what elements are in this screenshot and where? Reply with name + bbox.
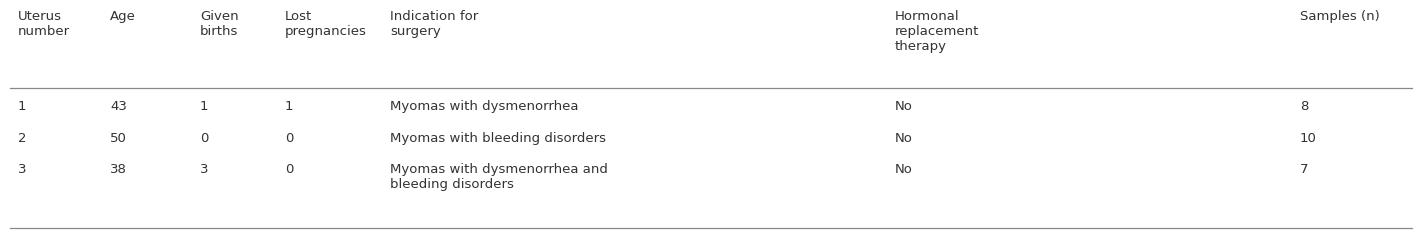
Text: Age: Age [109, 10, 137, 23]
Text: No: No [894, 132, 913, 145]
Text: Myomas with dysmenorrhea: Myomas with dysmenorrhea [390, 100, 579, 113]
Text: 8: 8 [1300, 100, 1308, 113]
Text: Samples (n): Samples (n) [1300, 10, 1379, 23]
Text: 0: 0 [201, 132, 209, 145]
Text: Myomas with dysmenorrhea and
bleeding disorders: Myomas with dysmenorrhea and bleeding di… [390, 163, 607, 191]
Text: 38: 38 [109, 163, 127, 176]
Text: 2: 2 [18, 132, 27, 145]
Text: Uterus
number: Uterus number [18, 10, 70, 38]
Text: 1: 1 [284, 100, 293, 113]
Text: No: No [894, 100, 913, 113]
Text: 1: 1 [18, 100, 27, 113]
Text: Hormonal
replacement
therapy: Hormonal replacement therapy [894, 10, 980, 53]
Text: 0: 0 [284, 163, 293, 176]
Text: Given
births: Given births [201, 10, 239, 38]
Text: 10: 10 [1300, 132, 1317, 145]
Text: 3: 3 [201, 163, 209, 176]
Text: No: No [894, 163, 913, 176]
Text: 7: 7 [1300, 163, 1308, 176]
Text: 50: 50 [109, 132, 127, 145]
Text: 0: 0 [284, 132, 293, 145]
Text: 43: 43 [109, 100, 127, 113]
Text: Lost
pregnancies: Lost pregnancies [284, 10, 367, 38]
Text: Myomas with bleeding disorders: Myomas with bleeding disorders [390, 132, 606, 145]
Text: 3: 3 [18, 163, 27, 176]
Text: Indication for
surgery: Indication for surgery [390, 10, 478, 38]
Text: 1: 1 [201, 100, 209, 113]
